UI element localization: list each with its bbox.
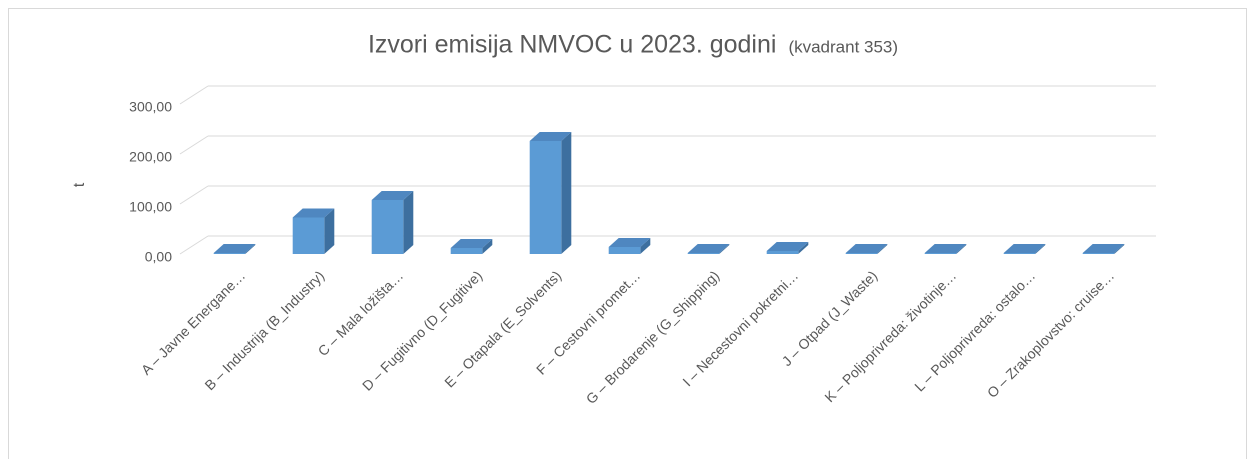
bar-side [482,239,493,254]
grid-line-side [179,135,209,155]
bar-side [403,191,414,254]
chart-border [8,8,1247,459]
grid-line-side [179,235,209,255]
bar-top [608,238,651,247]
bar-top [1003,244,1046,253]
bar [608,247,641,254]
bar [529,141,562,254]
bar-side [640,238,651,254]
bar [1082,253,1115,254]
chart-subtitle: (kvadrant 353) [788,37,898,56]
bar-side [1114,244,1125,254]
bar-side [719,244,730,254]
bar-side [956,244,967,254]
bar-top [1082,244,1125,253]
bar-top [924,244,967,253]
bar [1003,253,1036,254]
bar-top [766,242,809,251]
bar [687,253,720,254]
grid-line-side [179,85,209,105]
chart-title: Izvori emisija NMVOC u 2023. godini [368,31,777,59]
bar-top [529,132,572,141]
y-tick-label: 100,00 [129,199,172,215]
bar [292,217,325,254]
bar [766,251,799,254]
bar-top [687,244,730,253]
bar-top [450,239,493,248]
y-tick-label: 0,00 [145,249,172,265]
bar [924,253,957,254]
bar-side [798,242,809,254]
y-tick-label: 200,00 [129,149,172,165]
bar [213,253,246,254]
bar-top [845,244,888,253]
bar-top [213,244,256,253]
bar-side [561,132,572,254]
bar [845,253,878,254]
y-axis-label: t [71,182,88,187]
grid-line-side [179,185,209,205]
bar-top [371,191,414,200]
y-tick-label: 300,00 [129,99,172,115]
bar [450,248,483,254]
bar [371,200,404,254]
bar-top [292,208,335,218]
bar-side [245,244,256,254]
bar-side [1035,244,1046,254]
bar-side [324,208,335,254]
bar-side [877,244,888,254]
